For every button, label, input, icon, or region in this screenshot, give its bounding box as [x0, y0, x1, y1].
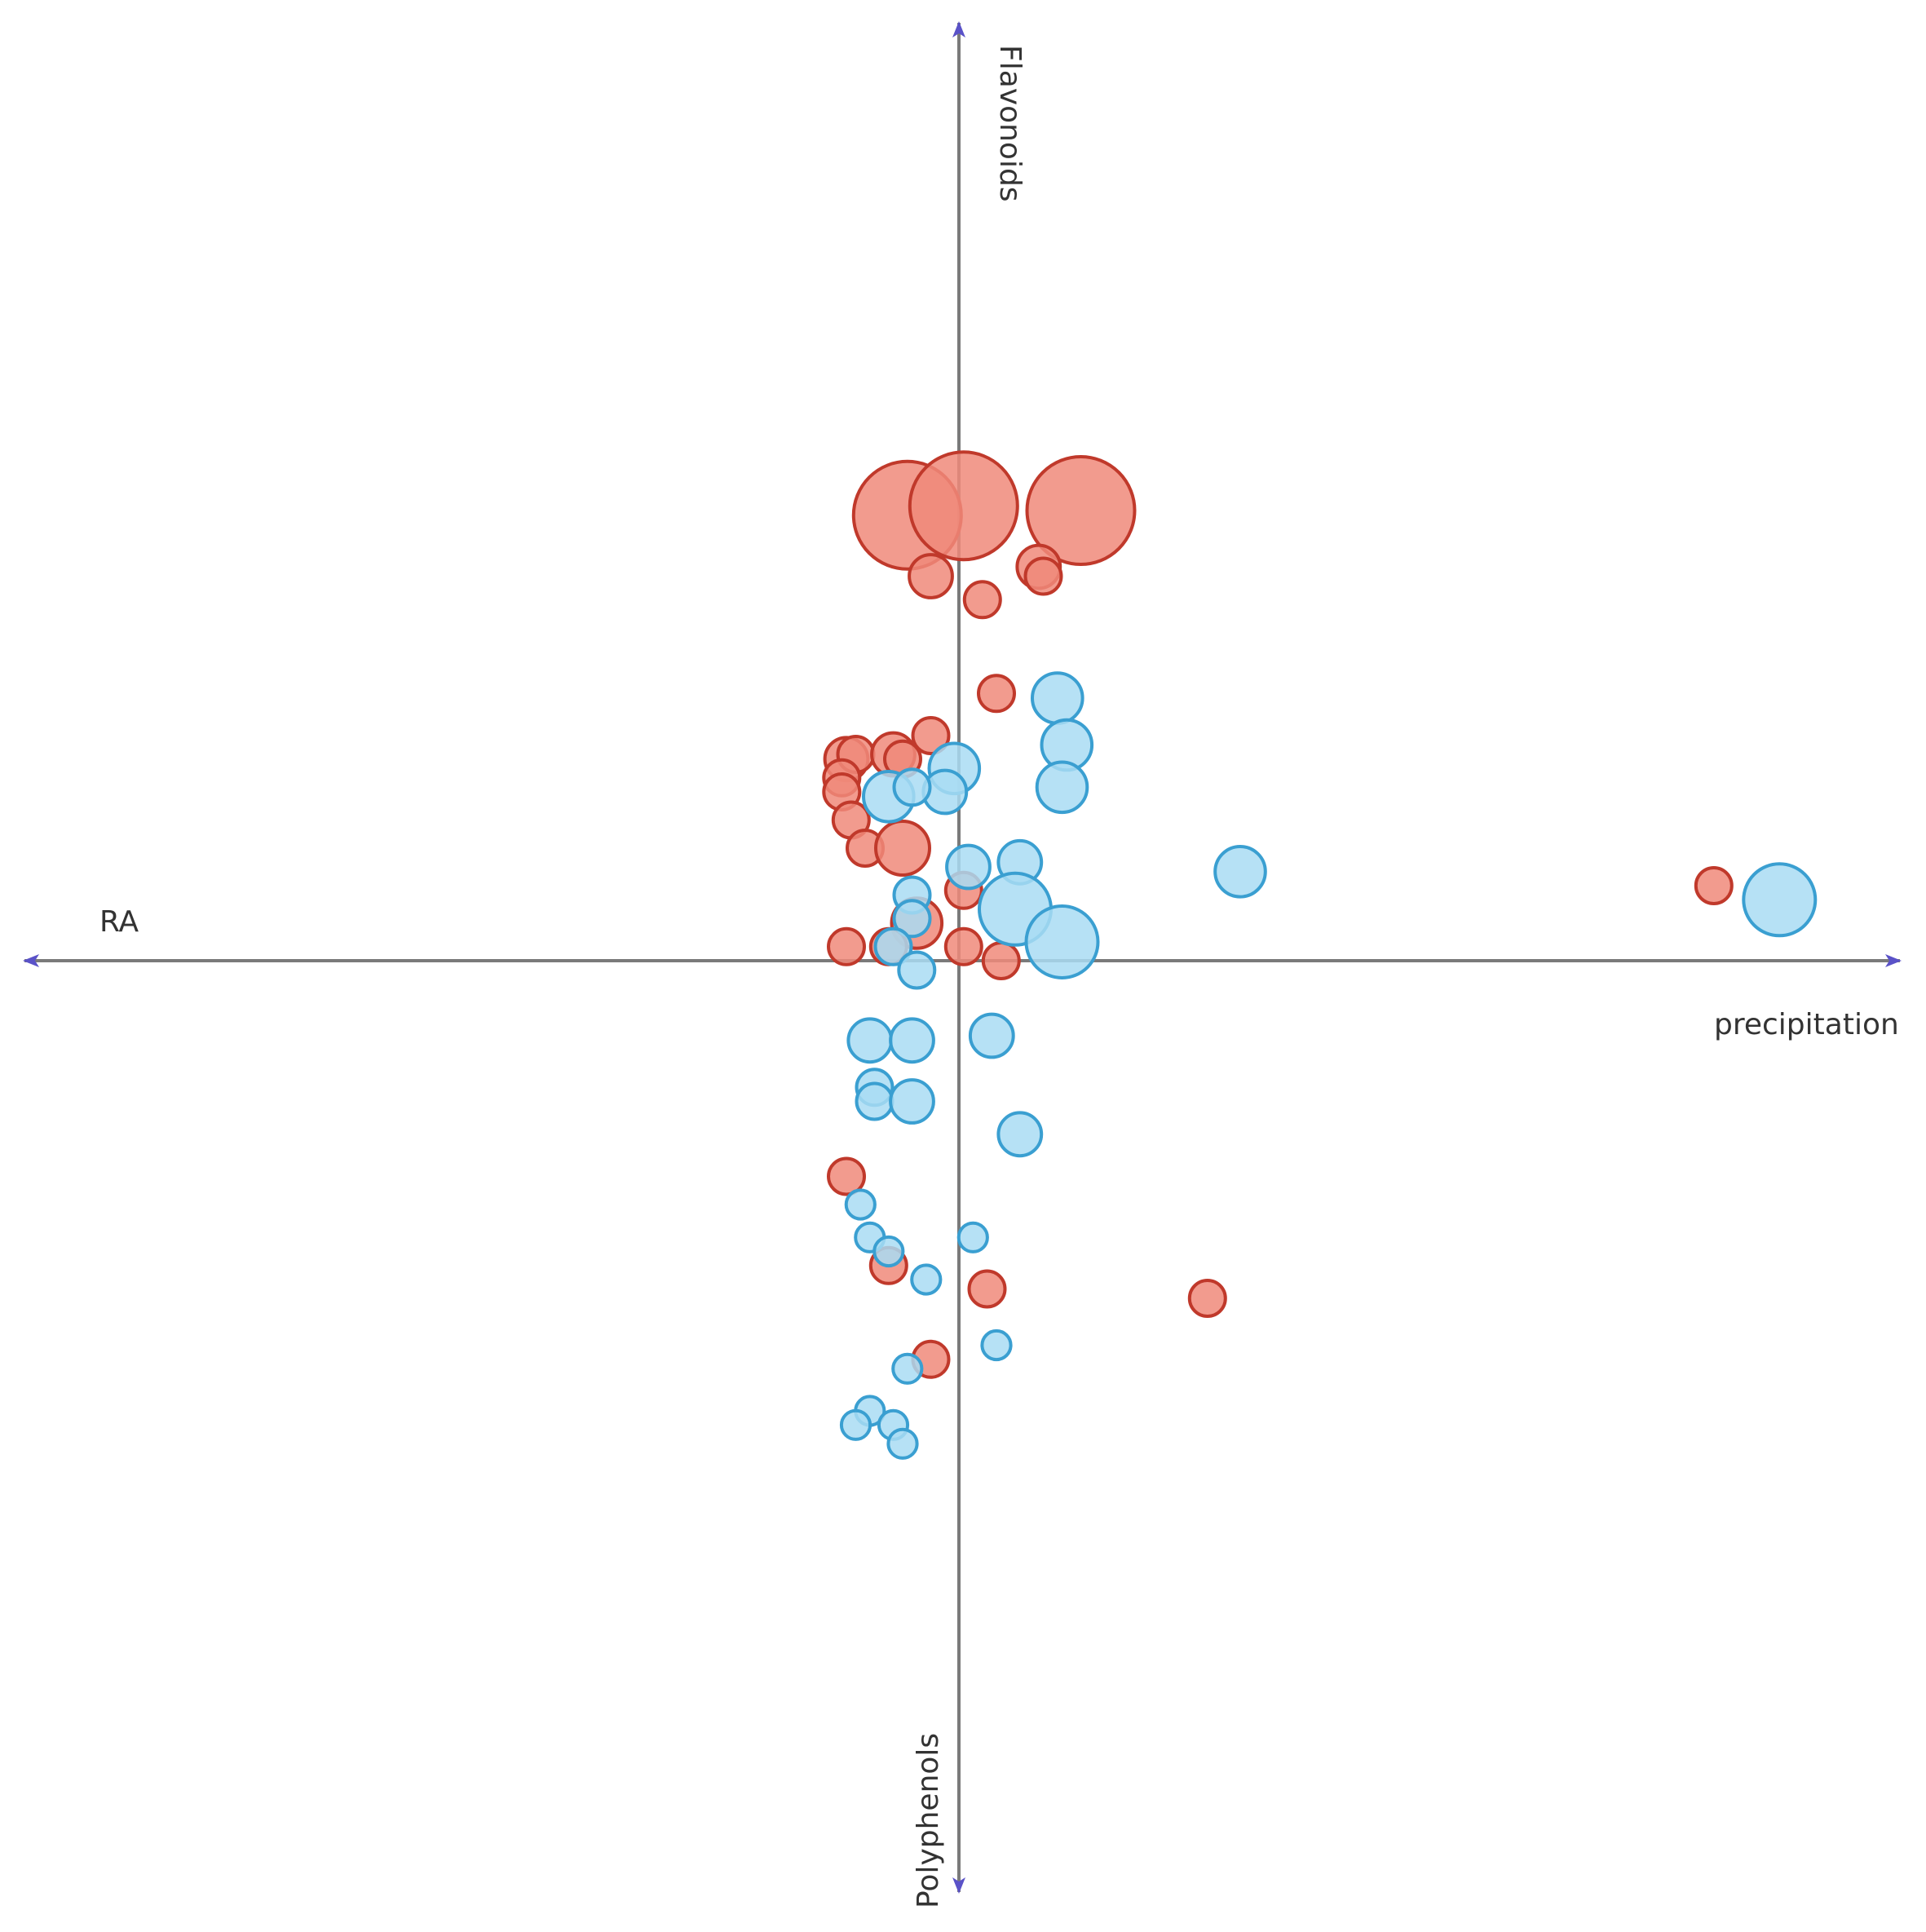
- red-bubble-2: [1025, 455, 1137, 566]
- red-bubble-5: [1023, 556, 1063, 596]
- blue-bubble-0: [1031, 671, 1084, 725]
- red-bubble-24: [827, 1156, 866, 1196]
- red-bubble-1: [908, 450, 1019, 562]
- blue-bubble-9: [1213, 845, 1267, 899]
- red-bubble-3: [908, 553, 954, 599]
- blue-bubble-21: [889, 1078, 935, 1125]
- red-bubble-17: [874, 820, 931, 877]
- blue-bubble-25: [872, 1235, 905, 1268]
- red-bubble-7: [977, 674, 1016, 714]
- blue-bubble-2: [1035, 760, 1089, 815]
- blue-bubble-26: [956, 1221, 989, 1253]
- red-bubble-20: [827, 926, 866, 966]
- blue-bubble-13: [892, 899, 932, 939]
- blue-bubble-15: [897, 950, 937, 990]
- blue-bubble-7: [945, 843, 992, 891]
- blue-bubble-14: [873, 926, 913, 966]
- blue-bubble-16: [846, 1017, 894, 1064]
- red-bubble-6: [962, 580, 1002, 620]
- blue-bubble-28: [980, 1329, 1013, 1362]
- blue-bubble-27: [910, 1263, 943, 1296]
- blue-bubble-20: [855, 1081, 895, 1121]
- blue-bubble-23: [844, 1188, 877, 1221]
- blue-bubble-29: [891, 1352, 924, 1385]
- red-bubble-22: [943, 926, 983, 966]
- red-bubble-29: [1694, 866, 1734, 905]
- red-bubble-27: [1187, 1279, 1227, 1318]
- blue-bubble-17: [889, 1017, 935, 1064]
- red-bubble-26: [967, 1269, 1007, 1309]
- axis-label-bottom: Polyphenols: [912, 1733, 945, 1908]
- axis-labels: RA precipitation Flavonoids Polyphenols: [99, 45, 1899, 1908]
- axis-label-right: precipitation: [1714, 1008, 1899, 1041]
- blue-bubble-22: [996, 1111, 1044, 1158]
- blue-bubble-6: [892, 767, 932, 807]
- blue-bubble-12: [1024, 904, 1100, 979]
- axis-label-left: RA: [99, 905, 139, 939]
- blue-bubble-34: [1742, 862, 1818, 938]
- blue-bubble-18: [968, 1012, 1015, 1059]
- red-bubble-23: [981, 941, 1021, 980]
- blue-bubble-31: [839, 1408, 872, 1441]
- red-bubble-8: [911, 716, 951, 755]
- bubbles: [822, 450, 1818, 1460]
- blue-bubble-33: [886, 1427, 919, 1460]
- axis-label-top: Flavonoids: [993, 45, 1027, 202]
